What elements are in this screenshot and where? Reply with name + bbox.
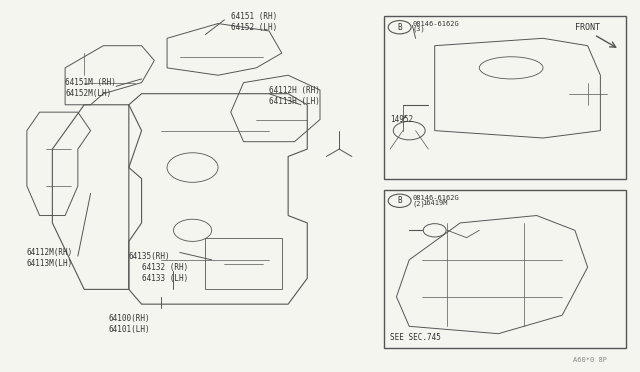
Text: 64152 (LH): 64152 (LH): [231, 23, 277, 32]
Text: 08146-6162G: 08146-6162G: [412, 195, 459, 201]
Text: 64135(RH): 64135(RH): [129, 251, 170, 261]
Text: 64152M(LH): 64152M(LH): [65, 89, 111, 98]
Text: 64100(RH): 64100(RH): [108, 314, 150, 323]
Text: SEE SEC.745: SEE SEC.745: [390, 333, 441, 342]
Text: B: B: [397, 196, 402, 205]
Text: 64101(LH): 64101(LH): [108, 326, 150, 334]
Text: 64112H (RH): 64112H (RH): [269, 86, 320, 94]
Text: 64151 (RH): 64151 (RH): [231, 12, 277, 21]
Bar: [205, 238, 282, 289]
Text: A60*0 8P: A60*0 8P: [573, 356, 607, 363]
Text: 64112M(RH): 64112M(RH): [27, 248, 73, 257]
Text: 64132 (RH): 64132 (RH): [141, 263, 188, 272]
Text: 08146-6162G: 08146-6162G: [412, 20, 459, 26]
Text: (2): (2): [412, 200, 425, 206]
Text: B: B: [397, 23, 402, 32]
Text: 16419M: 16419M: [422, 201, 447, 206]
Text: 14952: 14952: [390, 115, 413, 124]
Text: (3): (3): [412, 26, 425, 32]
Text: FRONT: FRONT: [575, 23, 600, 32]
Bar: [384, 16, 626, 179]
Bar: [384, 190, 626, 349]
Text: 64113H (LH): 64113H (LH): [269, 97, 320, 106]
Text: 64113M(LH): 64113M(LH): [27, 259, 73, 268]
Text: 64151M (RH): 64151M (RH): [65, 78, 116, 87]
Text: 64133 (LH): 64133 (LH): [141, 274, 188, 283]
